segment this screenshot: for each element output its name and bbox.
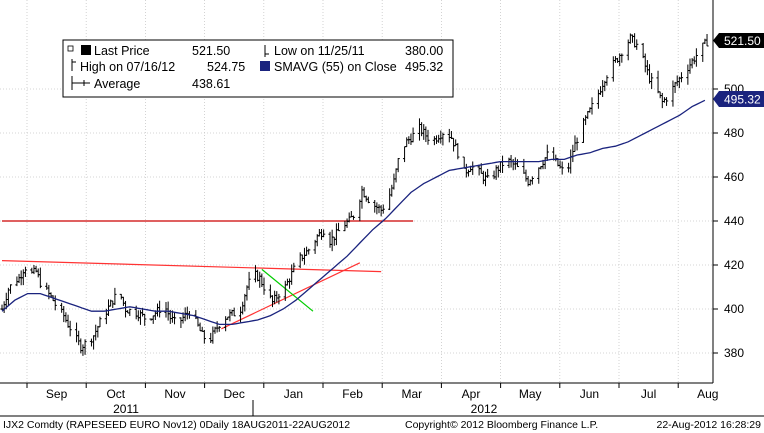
x-tick-label: Apr (462, 387, 481, 401)
legend: Last Price 521.50 High on 07/16/12 524.7… (62, 39, 454, 98)
falling-trendline (1, 260, 382, 273)
legend-average-value: 438.61 (192, 77, 230, 91)
x-tick-label: Nov (164, 387, 185, 401)
average-marker-icon (71, 76, 90, 90)
green-channel-line (261, 268, 314, 312)
rising-trendline (221, 262, 361, 330)
y-tick-label: 480 (724, 126, 744, 140)
y-tick-label: 420 (724, 258, 744, 272)
y-tick-label: 460 (724, 170, 744, 184)
y-tick-label: 440 (724, 214, 744, 228)
legend-smavg-value: 495.32 (405, 60, 443, 74)
legend-low-value: 380.00 (405, 44, 443, 58)
smavg-swatch-icon (260, 61, 270, 71)
x-tick-label: Jul (641, 387, 656, 401)
legend-box (62, 39, 454, 98)
x-axis-ticks: Sep Oct Nov Dec Jan Feb Mar Apr May Jun Jul Aug (26, 383, 718, 401)
legend-last-price-label: Last Price (94, 44, 150, 58)
x-tick-label: Mar (401, 387, 422, 401)
legend-expand-icon (67, 45, 74, 52)
x-tick-label: May (519, 387, 542, 401)
smavg-tag: 495.32 (713, 91, 764, 107)
smavg-tag-value: 495.32 (724, 93, 761, 107)
x-tick-label: Dec (224, 387, 245, 401)
legend-low-label: Low on 11/25/11 (274, 44, 365, 58)
footer-timestamp: 22-Aug-2012 16:28:29 (656, 419, 761, 431)
year-label-2011: 2011 (113, 402, 139, 416)
legend-smavg-label: SMAVG (55) on Close (274, 60, 397, 74)
low-marker-icon (264, 45, 269, 57)
legend-average-label: Average (94, 77, 140, 91)
x-tick-label: Jan (284, 387, 303, 401)
last-price-swatch-icon (81, 45, 91, 55)
x-tick-label: Oct (106, 387, 125, 401)
x-tick-label: Jun (580, 387, 599, 401)
footer-ticker: IJX2 Comdty (RAPESEED EURO Nov12) 0Daily… (3, 419, 350, 431)
legend-high-value: 524.75 (207, 60, 245, 74)
high-marker-icon (71, 59, 76, 71)
year-label-2012: 2012 (471, 402, 498, 416)
last-price-tag-value: 521.50 (724, 34, 761, 48)
y-tick-label: 380 (724, 346, 744, 360)
x-tick-label: Feb (342, 387, 363, 401)
x-tick-label: Aug (697, 387, 718, 401)
smavg-line (1, 99, 706, 326)
footer-copyright: Copyright© 2012 Bloomberg Finance L.P. (405, 419, 598, 431)
y-tick-label: 400 (724, 302, 744, 316)
last-price-tag: 521.50 (713, 33, 764, 48)
legend-last-price-value: 521.50 (192, 44, 230, 58)
legend-high-label: High on 07/16/12 (80, 60, 175, 74)
x-tick-label: Sep (46, 387, 68, 401)
